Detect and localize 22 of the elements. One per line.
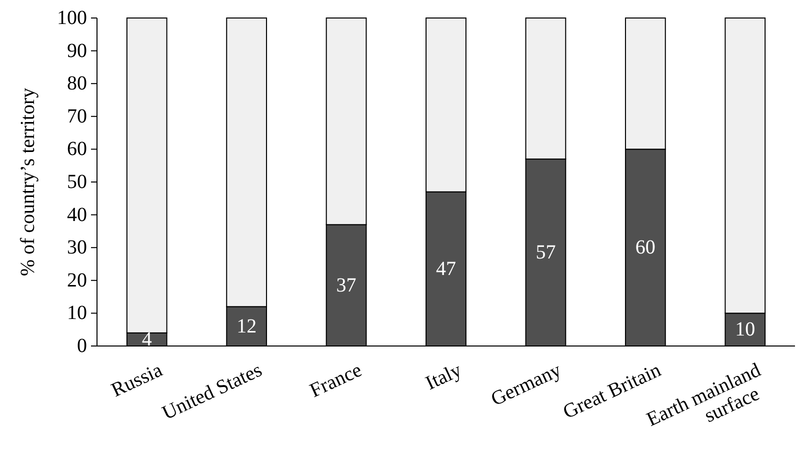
y-tick-label: 50 [67,171,87,193]
y-tick-label: 40 [67,204,87,226]
x-tick-label: Russia [108,359,166,402]
y-tick-label: 60 [67,138,87,160]
data-label: 10 [735,318,756,341]
y-tick-label: 80 [67,72,87,95]
y-tick-label: 20 [67,269,87,292]
y-tick-label: 30 [67,236,87,259]
data-label: 4 [142,328,152,350]
y-tick-label: 100 [57,7,87,29]
x-tick-label: Italy [422,359,465,395]
y-tick-label: 0 [77,335,87,357]
data-label: 47 [436,258,456,280]
y-tick-label: 90 [67,40,87,62]
data-label: 12 [236,315,257,338]
data-label: 60 [635,236,656,259]
y-tick-label: 10 [67,302,87,324]
y-tick-label: 70 [67,105,87,128]
data-label: 37 [336,274,356,296]
x-tick-label: France [306,359,366,402]
y-axis-title: % of country’s territory [17,88,39,276]
data-label: 57 [536,242,556,264]
